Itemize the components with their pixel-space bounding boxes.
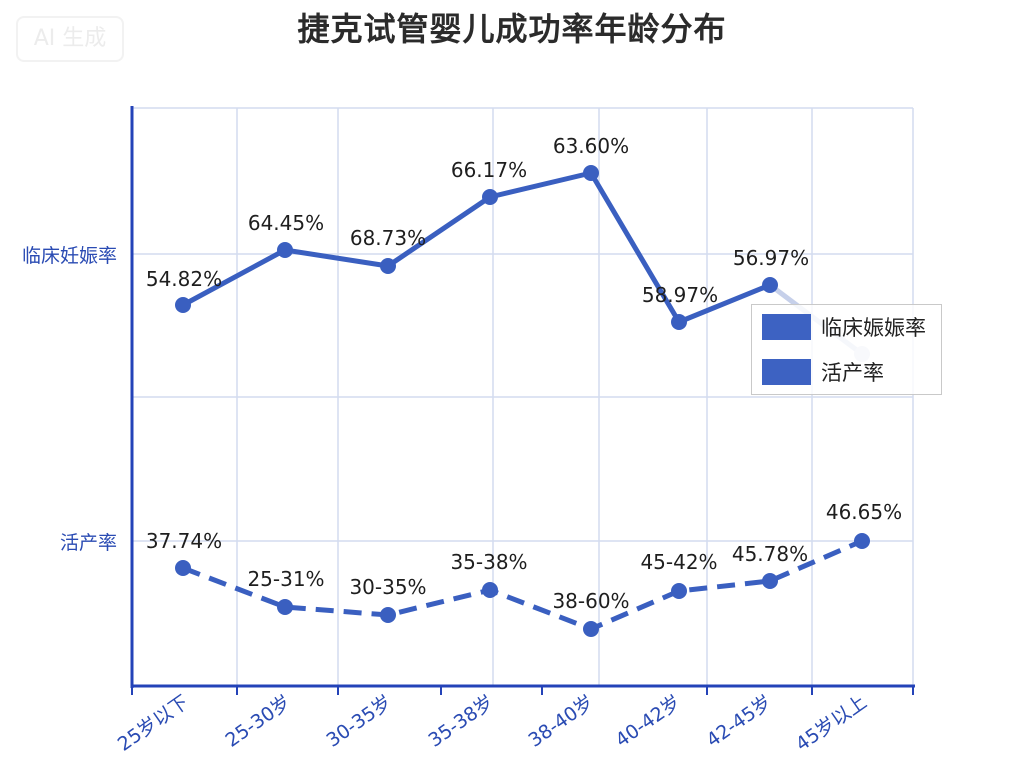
- x-tick-labels: 25岁以下 25-30岁 30-35岁 35-38岁 38-40岁 40-42岁…: [114, 691, 871, 756]
- x-tick-label: 40-42岁: [611, 691, 684, 752]
- legend-item-live-birth[interactable]: 活产率: [762, 359, 884, 385]
- data-label: 30-35%: [349, 575, 426, 599]
- data-point: [762, 277, 778, 293]
- data-label: 63.60%: [553, 134, 629, 158]
- ai-generated-watermark: AI 生成: [16, 16, 124, 62]
- data-point: [380, 258, 396, 274]
- legend-swatch-icon: [762, 314, 811, 340]
- data-point: [277, 599, 293, 615]
- data-label: 66.17%: [451, 158, 527, 182]
- data-point: [482, 189, 498, 205]
- data-label: 37.74%: [146, 529, 222, 553]
- data-labels-live-birth: 37.74% 25-31% 30-35% 35-38% 38-60% 45-42…: [146, 500, 902, 613]
- data-label: 64.45%: [248, 211, 324, 235]
- data-label: 68.73%: [350, 226, 426, 250]
- data-point: [380, 607, 396, 623]
- x-tick-label: 30-35岁: [322, 691, 395, 752]
- x-tick-label: 35-38岁: [424, 691, 497, 752]
- legend-item-clinical-pregnancy[interactable]: 临床娠娠率: [762, 314, 926, 340]
- y-tick-label-live-birth: 活产率: [60, 532, 117, 554]
- legend-label: 临床娠娠率: [821, 316, 926, 340]
- data-point: [583, 165, 599, 181]
- data-point: [175, 297, 191, 313]
- data-point: [583, 621, 599, 637]
- data-labels-clinical-pregnancy: 54.82% 64.45% 68.73% 66.17% 63.60% 58.97…: [146, 134, 809, 307]
- legend: 临床娠娠率 活产率: [751, 304, 942, 395]
- data-point: [671, 314, 687, 330]
- axes: [130, 106, 915, 695]
- data-label: 45.78%: [732, 542, 808, 566]
- x-tick-label: 42-45岁: [702, 691, 775, 752]
- data-label: 35-38%: [450, 550, 527, 574]
- x-tick-label: 25-30岁: [221, 691, 294, 752]
- data-label: 46.65%: [826, 500, 902, 524]
- data-point: [175, 560, 191, 576]
- chart-title: 捷克试管婴儿成功率年龄分布: [297, 10, 727, 48]
- data-label: 38-60%: [552, 589, 629, 613]
- data-label: 54.82%: [146, 267, 222, 291]
- data-point: [854, 533, 870, 549]
- data-point: [277, 242, 293, 258]
- data-label: 58.97%: [642, 283, 718, 307]
- data-label: 25-31%: [247, 567, 324, 591]
- x-tick-label: 38-40岁: [524, 691, 597, 752]
- y-tick-label-clinical-pregnancy: 临床妊娠率: [22, 245, 117, 267]
- legend-label: 活产率: [821, 361, 884, 385]
- data-point: [762, 573, 778, 589]
- grid: [132, 107, 914, 686]
- data-point: [671, 583, 687, 599]
- data-label: 56.97%: [733, 246, 809, 270]
- data-point: [482, 582, 498, 598]
- legend-swatch-icon: [762, 359, 811, 385]
- data-label: 45-42%: [640, 550, 717, 574]
- x-tick-label: 45岁以上: [792, 691, 871, 756]
- x-tick-label: 25岁以下: [114, 691, 193, 756]
- series-live-birth: [175, 533, 870, 637]
